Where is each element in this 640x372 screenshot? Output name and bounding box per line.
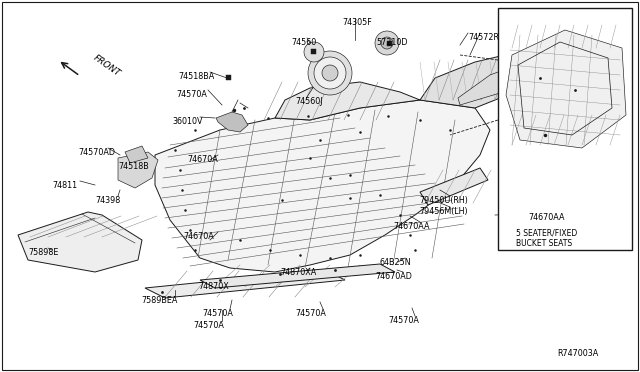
- Text: 74811: 74811: [52, 181, 77, 190]
- Text: 74870X: 74870X: [198, 282, 228, 291]
- Text: R747003A: R747003A: [557, 349, 598, 358]
- Text: 57210D: 57210D: [376, 38, 408, 47]
- Circle shape: [314, 57, 346, 89]
- Text: 74560J: 74560J: [295, 97, 323, 106]
- Text: 64B25N: 64B25N: [379, 258, 411, 267]
- Text: 79456M(LH): 79456M(LH): [419, 207, 468, 216]
- Polygon shape: [155, 100, 490, 272]
- Text: 74570A: 74570A: [193, 321, 224, 330]
- Text: 74670AA: 74670AA: [528, 213, 564, 222]
- Circle shape: [375, 31, 399, 55]
- Text: 74670AD: 74670AD: [375, 272, 412, 281]
- Polygon shape: [145, 270, 345, 298]
- Text: 74870XA: 74870XA: [280, 268, 316, 277]
- Text: 74670AA: 74670AA: [393, 222, 429, 231]
- Text: 74572R: 74572R: [468, 33, 499, 42]
- Text: 75898E: 75898E: [28, 248, 58, 257]
- Text: 74518B: 74518B: [118, 162, 148, 171]
- Text: 74570A: 74570A: [176, 90, 207, 99]
- Bar: [310, 48, 316, 54]
- Text: 74570A: 74570A: [295, 309, 326, 318]
- Polygon shape: [18, 212, 142, 272]
- Bar: [387, 41, 392, 45]
- Polygon shape: [506, 30, 626, 148]
- Text: 74670A: 74670A: [187, 155, 218, 164]
- Polygon shape: [216, 112, 248, 132]
- Text: 74560: 74560: [291, 38, 316, 47]
- Polygon shape: [200, 264, 395, 288]
- Text: 74305F: 74305F: [342, 18, 372, 27]
- Circle shape: [308, 51, 352, 95]
- Bar: [225, 74, 230, 80]
- Polygon shape: [118, 152, 158, 188]
- Bar: [498, 8, 632, 250]
- Polygon shape: [125, 146, 148, 163]
- Text: 74570A: 74570A: [202, 309, 233, 318]
- Text: FRONT: FRONT: [92, 53, 122, 78]
- Text: 5 SEATER/FIXED: 5 SEATER/FIXED: [516, 228, 577, 237]
- Polygon shape: [275, 82, 420, 120]
- Circle shape: [381, 37, 393, 49]
- Text: 74570AD: 74570AD: [78, 148, 115, 157]
- Text: 74398: 74398: [95, 196, 120, 205]
- Circle shape: [322, 65, 338, 81]
- Text: 7589BEA: 7589BEA: [141, 296, 177, 305]
- Text: 79450U(RH): 79450U(RH): [419, 196, 468, 205]
- Text: BUCKET SEATS: BUCKET SEATS: [516, 239, 572, 248]
- Polygon shape: [458, 60, 540, 105]
- Text: 74518BA: 74518BA: [178, 72, 214, 81]
- Text: 74570A: 74570A: [388, 316, 419, 325]
- Polygon shape: [420, 55, 535, 108]
- Text: 36010V: 36010V: [172, 117, 202, 126]
- Polygon shape: [420, 168, 488, 205]
- Circle shape: [304, 42, 324, 62]
- Text: 74670A: 74670A: [183, 232, 214, 241]
